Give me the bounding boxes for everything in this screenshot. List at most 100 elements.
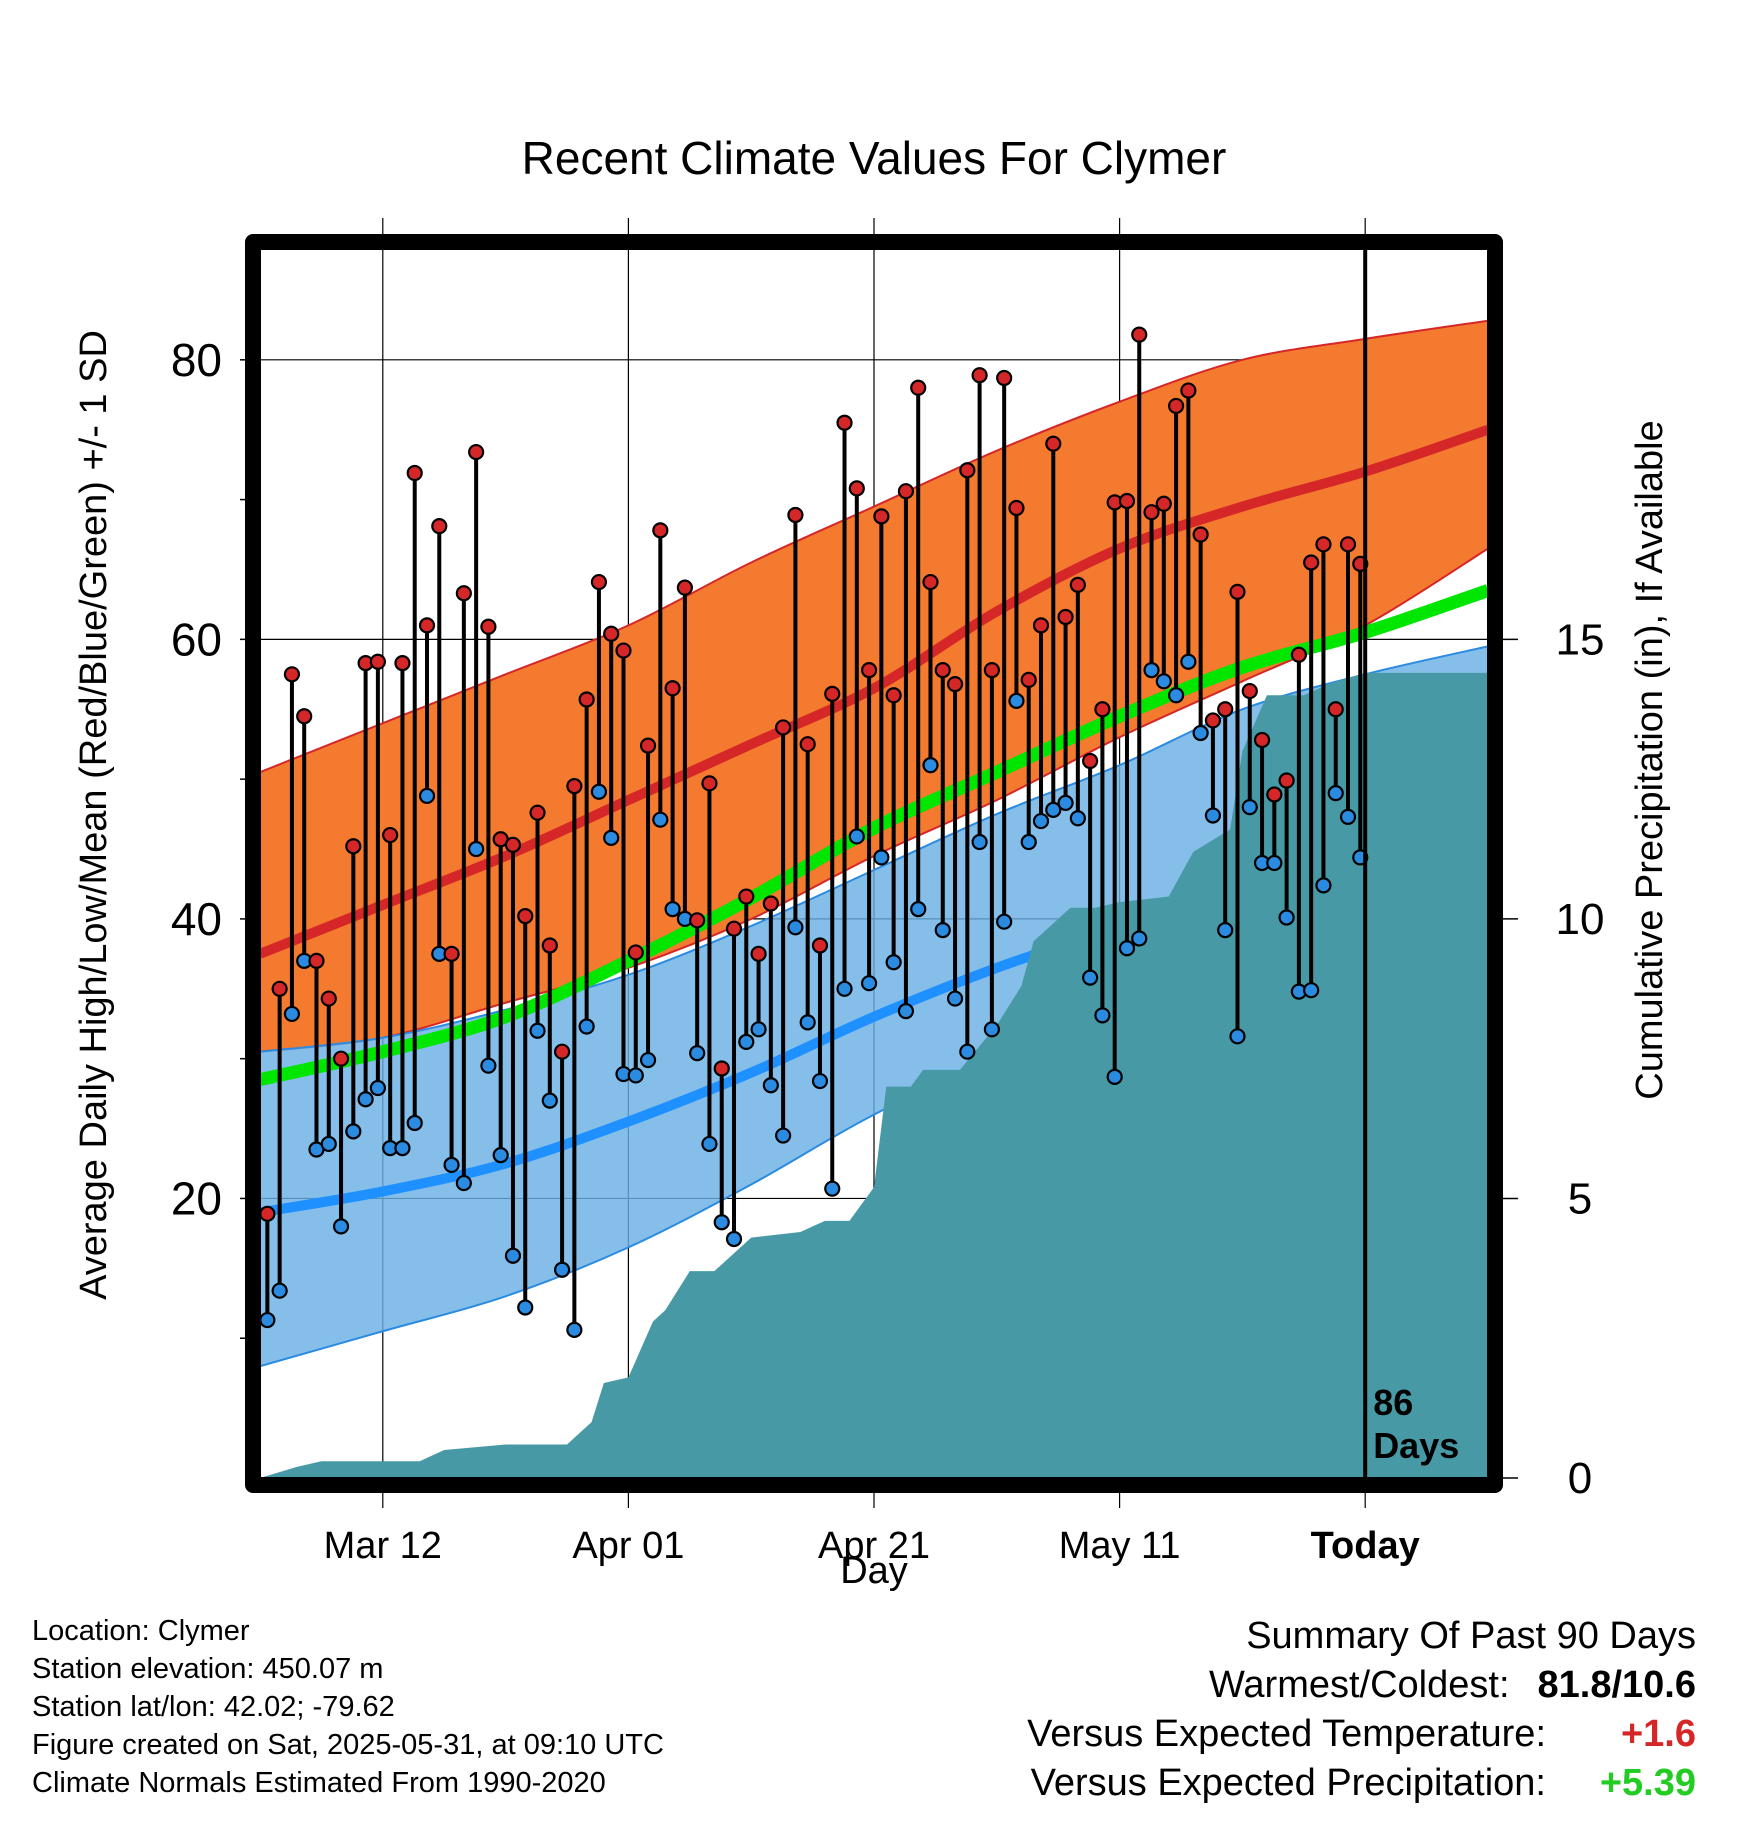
info-latlon: Station lat/lon: 42.02; -79.62 xyxy=(32,1691,395,1723)
high-point xyxy=(1143,504,1160,521)
high-point xyxy=(713,1060,730,1077)
temp-anomaly-value: +1.6 xyxy=(1620,1713,1696,1755)
low-point xyxy=(492,1147,509,1164)
low-point xyxy=(873,849,890,866)
x-tick-label: Mar 12 xyxy=(324,1525,442,1567)
high-point xyxy=(1045,435,1062,452)
high-point xyxy=(1217,701,1234,718)
low-point xyxy=(983,1021,1000,1038)
high-point xyxy=(738,888,755,905)
high-point xyxy=(664,680,681,697)
low-point xyxy=(787,919,804,936)
warmest-coldest-label: Warmest/Coldest: xyxy=(1208,1664,1510,1706)
low-sd-band xyxy=(260,645,1488,1368)
high-point xyxy=(541,937,558,954)
high-point xyxy=(382,826,399,844)
high-point xyxy=(517,908,534,925)
low-point xyxy=(860,975,878,992)
high-point xyxy=(885,687,902,704)
low-point xyxy=(885,954,902,971)
low-point xyxy=(639,1051,657,1069)
x-tick-label: Apr 01 xyxy=(572,1525,684,1567)
high-point xyxy=(725,920,743,937)
high-point xyxy=(1082,752,1099,770)
high-point xyxy=(922,573,939,591)
low-point xyxy=(369,1079,386,1097)
low-point xyxy=(504,1247,522,1264)
high-point xyxy=(959,462,976,479)
low-point xyxy=(910,901,927,918)
info-created: Figure created on Sat, 2025-05-31, at 09… xyxy=(32,1729,664,1761)
low-point xyxy=(1131,930,1148,947)
low-point xyxy=(1229,1028,1246,1045)
high-point xyxy=(676,579,693,596)
high-point xyxy=(897,483,915,500)
y2-axis-label: Cumulative Precipitation (in), If Availa… xyxy=(1629,420,1671,1099)
high-point xyxy=(701,775,718,792)
low-point xyxy=(1045,801,1062,818)
low-point xyxy=(320,1135,337,1153)
low-point xyxy=(1204,807,1222,824)
high-point xyxy=(1180,382,1197,399)
low-point xyxy=(725,1230,743,1248)
precip-area xyxy=(260,672,1488,1478)
low-point xyxy=(1278,909,1295,926)
high-point xyxy=(860,662,878,679)
high-point xyxy=(639,737,657,754)
high-point xyxy=(332,1050,350,1067)
low-point xyxy=(775,1127,792,1144)
low-point xyxy=(455,1174,472,1192)
low-point xyxy=(480,1057,497,1074)
high-point xyxy=(811,937,829,954)
high-point xyxy=(1229,583,1246,600)
low-point xyxy=(468,840,485,858)
low-point xyxy=(1266,854,1283,872)
high-point xyxy=(443,945,460,962)
high-point xyxy=(406,464,423,482)
y-axis-label: Average Daily High/Low/Mean (Red/Blue/Gr… xyxy=(73,330,115,1300)
days-count-label: 86 xyxy=(1373,1382,1413,1423)
low-point xyxy=(738,1033,755,1051)
high-point xyxy=(1118,492,1136,510)
summary-panel: Summary Of Past 90 Days Warmest/Coldest:… xyxy=(1027,1612,1696,1808)
high-point xyxy=(431,518,448,535)
high-point xyxy=(1192,526,1209,543)
low-point xyxy=(1094,1007,1111,1024)
low-point xyxy=(529,1022,546,1039)
low-point xyxy=(1217,921,1234,939)
high-point xyxy=(824,685,841,702)
high-point xyxy=(468,443,485,461)
low-point xyxy=(357,1091,374,1108)
x-tick-label-today: Today xyxy=(1311,1525,1420,1567)
high-point xyxy=(799,736,816,753)
low-point xyxy=(406,1114,423,1132)
info-normals: Climate Normals Estimated From 1990-2020 xyxy=(32,1767,606,1799)
high-point xyxy=(615,642,632,659)
high-point xyxy=(1032,617,1050,634)
low-point xyxy=(590,783,608,800)
high-point xyxy=(873,508,890,525)
y-tick-label: 60 xyxy=(171,613,222,665)
y-tick-label: 40 xyxy=(171,893,222,945)
high-point xyxy=(1094,701,1111,718)
low-point xyxy=(750,1021,767,1038)
info-elevation: Station elevation: 450.07 m xyxy=(32,1653,384,1685)
low-point xyxy=(1327,785,1344,802)
high-point xyxy=(1008,499,1025,517)
low-point xyxy=(652,811,669,828)
low-point xyxy=(934,921,951,939)
precip-anomaly-value: +5.39 xyxy=(1599,1762,1696,1804)
high-point xyxy=(1315,536,1332,553)
low-point xyxy=(701,1135,718,1153)
high-point xyxy=(603,625,620,642)
high-point xyxy=(1278,772,1295,789)
high-point xyxy=(553,1043,571,1060)
high-point xyxy=(1167,397,1185,415)
high-point xyxy=(1069,576,1086,593)
normal-high-line xyxy=(260,424,1488,959)
high-point xyxy=(1266,786,1283,803)
y2-tick-label: 15 xyxy=(1556,615,1605,664)
low-point xyxy=(578,1018,595,1035)
